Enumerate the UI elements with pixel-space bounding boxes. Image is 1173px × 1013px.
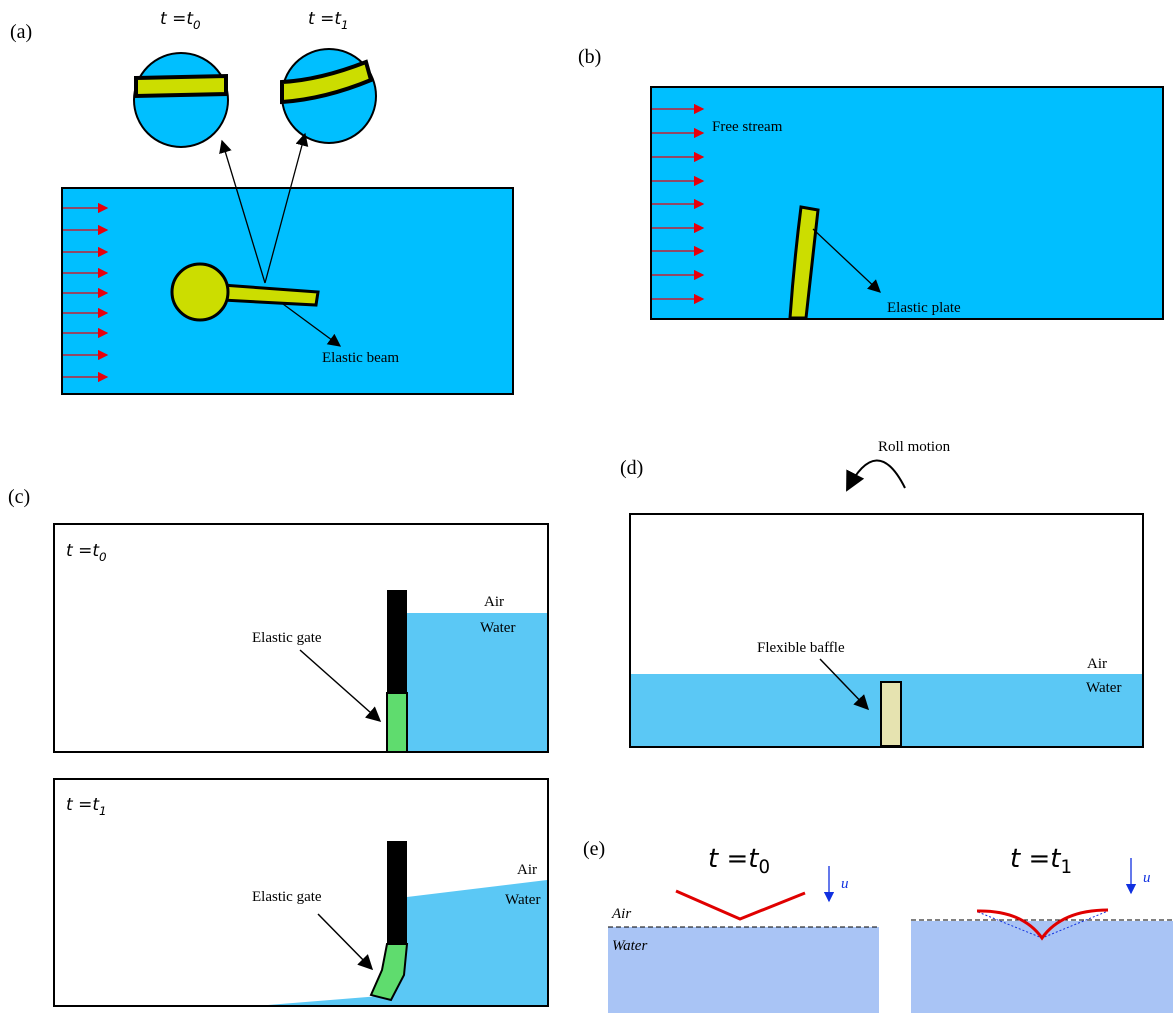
wall: [387, 841, 407, 945]
time-text: t =t: [160, 9, 194, 29]
annotation: Elastic gate: [252, 889, 322, 905]
annotation: Elastic gate: [252, 630, 322, 646]
annotation: Free stream: [712, 119, 783, 135]
body: (a) t =t0 t =t1 Elastic beam (b) Free st…: [0, 0, 1173, 1013]
time-label: t =t1: [308, 9, 349, 32]
beam: [136, 76, 226, 96]
annotation: Elastic beam: [322, 350, 399, 366]
air-label: Air: [611, 906, 631, 922]
time-label: t =t0: [160, 9, 201, 32]
motion-label: Roll motion: [878, 439, 951, 455]
time-text: t =t: [308, 9, 342, 29]
wedge: [676, 891, 805, 919]
cylinder: [172, 264, 228, 320]
air-label: Air: [484, 594, 504, 610]
velocity-label: u: [841, 876, 849, 892]
annotation: Flexible baffle: [757, 640, 845, 656]
panel-label: (b): [578, 46, 601, 68]
water: [911, 921, 1173, 1013]
time-text: t =t: [66, 541, 100, 561]
annotation: Elastic plate: [887, 300, 961, 316]
figure: (a) t =t0 t =t1 Elastic beam (b) Free st…: [0, 0, 1173, 1013]
time-sub: 1: [341, 18, 349, 32]
water-label: Water: [1086, 680, 1121, 696]
roll-arrow: [847, 460, 905, 490]
panel-label: (d): [620, 457, 643, 479]
air-label: Air: [1087, 656, 1107, 672]
panel-label: (c): [8, 486, 30, 508]
panel-label: (e): [583, 838, 605, 860]
time-label: t =t0: [708, 844, 770, 878]
water: [608, 927, 879, 1013]
time-sub: 1: [1060, 857, 1072, 878]
time-text: t =t: [1010, 844, 1061, 874]
baffle: [881, 682, 901, 746]
water-label: Water: [612, 938, 647, 954]
water-label: Water: [505, 892, 540, 908]
time-text: t =t: [66, 795, 100, 815]
water-label: Water: [480, 620, 515, 636]
panel-label: (a): [10, 21, 32, 43]
time-text: t =t: [708, 844, 759, 874]
time-sub: 1: [99, 804, 107, 818]
water: [407, 613, 547, 751]
page: {"panels": { "a": {"label": "(a)", "time…: [0, 0, 1173, 1013]
time-label: t =t1: [1010, 844, 1072, 878]
gate: [387, 693, 407, 752]
time-sub: 0: [758, 857, 770, 878]
wall: [387, 590, 407, 693]
velocity-label: u: [1143, 870, 1151, 886]
time-sub: 0: [193, 18, 201, 32]
time-sub: 0: [99, 550, 107, 564]
zoom-circle: [134, 53, 228, 147]
air-label: Air: [517, 862, 537, 878]
